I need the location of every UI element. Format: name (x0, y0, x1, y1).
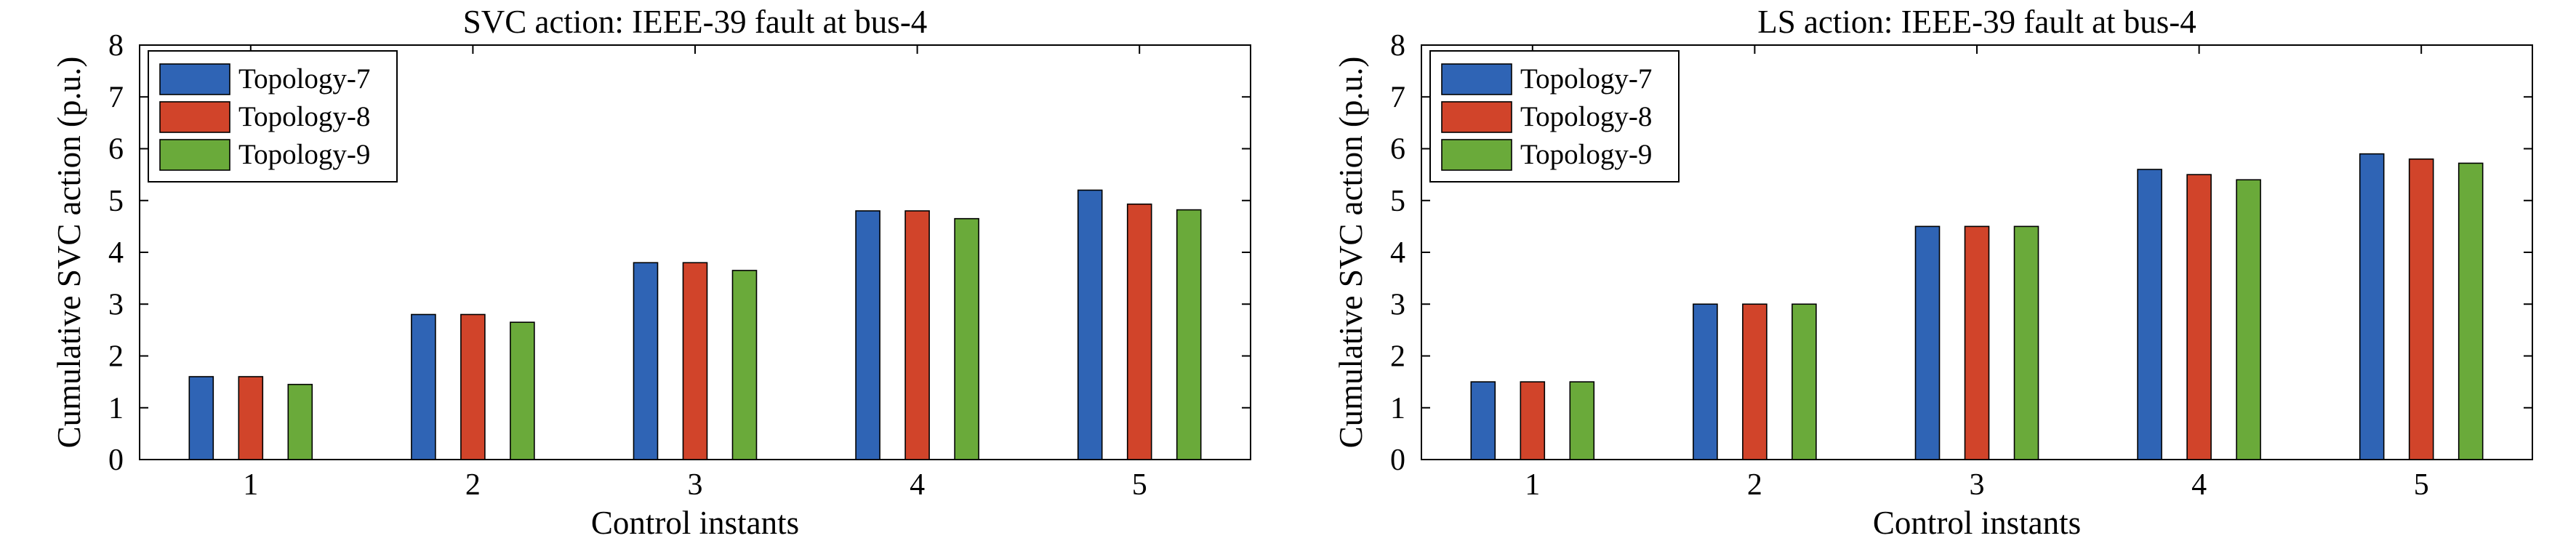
x-tick-label: 1 (1525, 468, 1540, 502)
y-tick-label: 7 (108, 81, 124, 114)
y-tick-label: 4 (1390, 236, 1405, 270)
y-tick-label: 4 (108, 236, 124, 270)
legend-swatch-topology-9 (1441, 139, 1512, 171)
bar-topology-9 (1791, 303, 1817, 460)
x-axis-label: Control instants (591, 505, 799, 541)
y-tick-label: 5 (108, 185, 124, 218)
x-tick-label: 3 (1970, 468, 1985, 502)
y-tick-label: 1 (108, 392, 124, 425)
x-tick-label: 5 (1132, 468, 1147, 502)
bar-topology-8 (2186, 174, 2212, 460)
legend-swatch-topology-8 (159, 101, 230, 133)
bar-topology-8 (1126, 203, 1152, 460)
bar-topology-9 (954, 217, 979, 460)
y-tick-label: 2 (108, 340, 124, 374)
bar-topology-9 (1176, 209, 1202, 460)
y-tick-label: 3 (108, 288, 124, 321)
y-axis-label: Cumulative SVC action (p.u.) (1333, 57, 1369, 449)
bar-topology-7 (2359, 153, 2385, 460)
y-tick-label: 5 (1390, 185, 1405, 218)
y-tick-label: 1 (1390, 392, 1405, 425)
bar-topology-8 (1964, 225, 1990, 460)
bar-topology-7 (1693, 303, 1718, 460)
y-tick-label: 3 (1390, 288, 1405, 321)
bar-topology-7 (411, 313, 436, 460)
chart-title: SVC action: IEEE-39 fault at bus-4 (463, 4, 928, 40)
y-tick-label: 6 (1390, 133, 1405, 167)
legend-label: Topology-7 (1520, 63, 1652, 95)
bar-topology-7 (633, 262, 659, 460)
x-tick-label: 5 (2414, 468, 2429, 502)
bar-topology-9 (731, 270, 758, 460)
x-tick-label: 3 (688, 468, 703, 502)
bar-topology-8 (1520, 381, 1546, 460)
legend-label: Topology-9 (238, 139, 370, 170)
bar-topology-7 (2137, 169, 2162, 460)
bar-topology-8 (460, 313, 486, 460)
y-tick-label: 2 (1390, 340, 1405, 374)
x-tick-label: 2 (465, 468, 481, 502)
bar-topology-8 (2408, 158, 2434, 460)
y-tick-label: 7 (1390, 81, 1405, 114)
bar-topology-8 (904, 210, 930, 460)
x-tick-label: 2 (1747, 468, 1762, 502)
legend-label: Topology-9 (1520, 139, 1652, 170)
x-axis-label: Control instants (1873, 505, 2081, 541)
bar-topology-9 (2013, 225, 2039, 460)
y-tick-label: 8 (1390, 29, 1405, 63)
legend-label: Topology-7 (238, 63, 370, 95)
bar-topology-8 (682, 262, 708, 460)
chart-ls-action: LS action: IEEE-39 fault at bus-4 0 1 2 3 4 5 6… (1333, 4, 2533, 541)
chart-svc-action: SVC action: IEEE-39 fault at bus-4 0 1 2 3 4 5… (51, 4, 1251, 541)
y-tick-label: 6 (108, 133, 124, 167)
y-tick-label: 0 (108, 444, 124, 477)
y-tick-label: 0 (1390, 444, 1405, 477)
legend-swatch-topology-7 (159, 63, 230, 95)
bar-topology-8 (1742, 303, 1768, 460)
bar-topology-7 (855, 210, 880, 460)
legend-swatch-topology-7 (1441, 63, 1512, 95)
bar-topology-9 (287, 383, 313, 460)
bar-topology-8 (238, 376, 264, 460)
bar-topology-9 (510, 321, 535, 460)
bar-topology-9 (1569, 381, 1595, 460)
bar-topology-7 (188, 376, 214, 460)
x-tick-label: 4 (910, 468, 925, 502)
bar-topology-7 (1914, 225, 1941, 460)
legend-swatch-topology-8 (1441, 101, 1512, 133)
y-tick-label: 8 (108, 29, 124, 63)
x-tick-label: 4 (2191, 468, 2207, 502)
bar-topology-7 (1470, 381, 1496, 460)
legend-label: Topology-8 (1520, 101, 1652, 132)
legend-swatch-topology-9 (159, 139, 230, 171)
legend-label: Topology-8 (238, 101, 370, 132)
bar-topology-9 (2236, 179, 2261, 460)
chart-title: LS action: IEEE-39 fault at bus-4 (1757, 4, 2196, 40)
y-axis-label: Cumulative SVC action (p.u.) (51, 57, 87, 449)
bar-topology-9 (2457, 162, 2484, 460)
bar-topology-7 (1077, 189, 1103, 460)
x-tick-label: 1 (243, 468, 258, 502)
